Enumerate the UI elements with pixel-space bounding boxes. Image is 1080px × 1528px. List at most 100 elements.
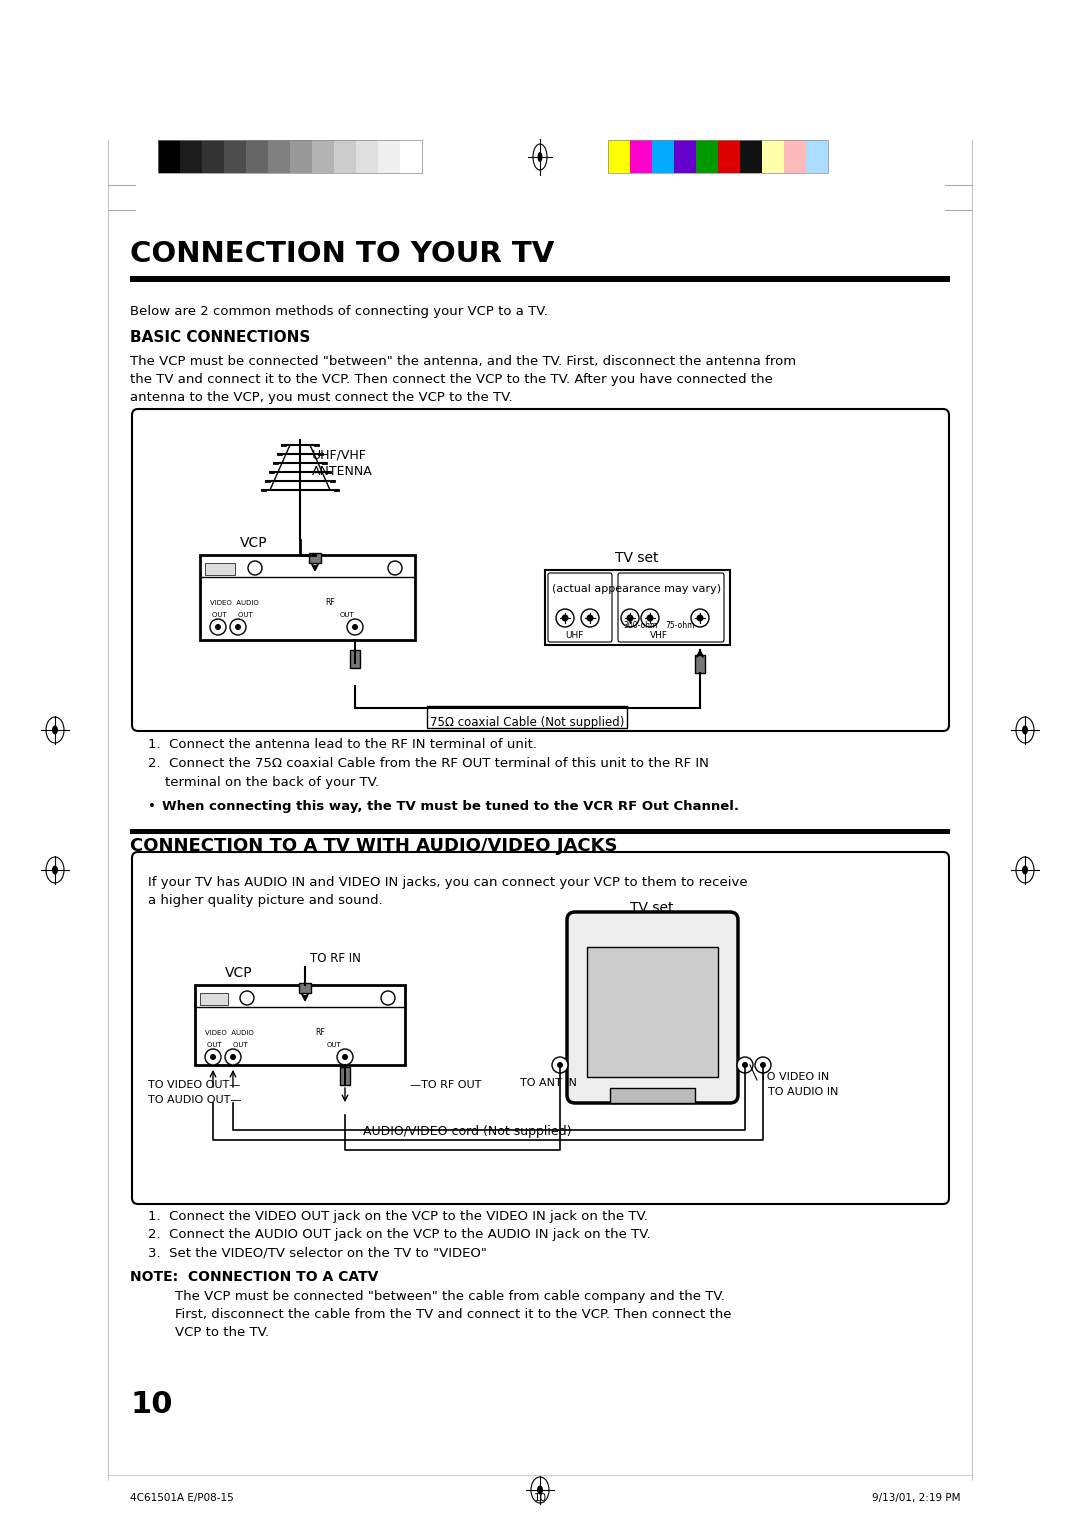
Text: 10: 10 — [534, 1493, 546, 1504]
Circle shape — [556, 610, 573, 626]
Text: 2.  Connect the AUDIO OUT jack on the VCP to the AUDIO IN jack on the TV.: 2. Connect the AUDIO OUT jack on the VCP… — [148, 1229, 651, 1241]
Text: OUT: OUT — [327, 1042, 341, 1048]
Text: RF: RF — [325, 597, 335, 607]
Ellipse shape — [52, 865, 58, 874]
Circle shape — [248, 561, 262, 575]
Bar — [588, 947, 718, 1077]
Bar — [762, 141, 784, 173]
Bar — [718, 141, 740, 173]
Bar — [356, 141, 378, 173]
Text: BASIC CONNECTIONS: BASIC CONNECTIONS — [130, 330, 310, 345]
Bar — [224, 141, 246, 173]
Circle shape — [642, 610, 659, 626]
Text: TV set: TV set — [616, 552, 659, 565]
FancyBboxPatch shape — [567, 912, 738, 1103]
Text: The VCP must be connected "between" the antenna, and the TV. First, disconnect t: The VCP must be connected "between" the … — [130, 354, 796, 368]
Text: CONNECTION TO A TV WITH AUDIO/VIDEO JACKS: CONNECTION TO A TV WITH AUDIO/VIDEO JACK… — [130, 837, 618, 856]
Text: terminal on the back of your TV.: terminal on the back of your TV. — [165, 776, 379, 788]
Text: 10: 10 — [130, 1390, 173, 1420]
Ellipse shape — [1022, 726, 1028, 735]
Text: TO AUDIO OUT—: TO AUDIO OUT— — [148, 1096, 242, 1105]
Bar — [200, 555, 415, 640]
Text: 300-ohm: 300-ohm — [623, 620, 658, 630]
Text: TV set: TV set — [631, 902, 674, 915]
Text: •: • — [148, 801, 164, 813]
Bar — [608, 141, 828, 173]
Text: the TV and connect it to the VCP. Then connect the VCP to the TV. After you have: the TV and connect it to the VCP. Then c… — [130, 373, 773, 387]
Bar — [350, 649, 360, 668]
Bar — [200, 993, 228, 1005]
Text: AUDIO/VIDEO cord (Not supplied): AUDIO/VIDEO cord (Not supplied) — [363, 1125, 571, 1138]
Bar — [696, 656, 705, 672]
Text: 1.  Connect the VIDEO OUT jack on the VCP to the VIDEO IN jack on the TV.: 1. Connect the VIDEO OUT jack on the VCP… — [148, 1210, 648, 1222]
Circle shape — [230, 619, 246, 636]
Bar — [806, 141, 828, 173]
Circle shape — [626, 614, 634, 622]
Ellipse shape — [1022, 865, 1028, 874]
Bar — [545, 570, 730, 645]
Circle shape — [621, 610, 639, 626]
Bar — [158, 141, 180, 173]
Ellipse shape — [537, 1485, 543, 1494]
Circle shape — [210, 1054, 216, 1060]
Text: (actual appearance may vary): (actual appearance may vary) — [553, 584, 721, 594]
FancyBboxPatch shape — [132, 410, 949, 730]
Bar — [608, 141, 630, 173]
Bar — [630, 141, 652, 173]
Text: UHF/VHF
ANTENNA: UHF/VHF ANTENNA — [312, 448, 373, 478]
Text: TO VIDEO OUT—: TO VIDEO OUT— — [148, 1080, 241, 1089]
Circle shape — [562, 614, 568, 622]
Bar — [610, 1088, 696, 1103]
Text: VHF: VHF — [650, 631, 669, 640]
Text: 1.  Connect the antenna lead to the RF IN terminal of unit.: 1. Connect the antenna lead to the RF IN… — [148, 738, 537, 750]
Text: antenna to the VCP, you must connect the VCP to the TV.: antenna to the VCP, you must connect the… — [130, 391, 513, 403]
Text: 9/13/01, 2:19 PM: 9/13/01, 2:19 PM — [872, 1493, 960, 1504]
Bar — [202, 141, 224, 173]
Bar — [652, 141, 674, 173]
Ellipse shape — [52, 726, 58, 735]
Bar — [674, 141, 696, 173]
Text: First, disconnect the cable from the TV and connect it to the VCP. Then connect : First, disconnect the cable from the TV … — [175, 1308, 731, 1322]
Bar — [180, 141, 202, 173]
Ellipse shape — [538, 151, 542, 162]
Bar — [246, 141, 268, 173]
Bar — [205, 562, 235, 575]
Circle shape — [586, 614, 594, 622]
Text: VCP to the TV.: VCP to the TV. — [175, 1326, 269, 1339]
Text: 3.  Set the VIDEO/TV selector on the TV to "VIDEO": 3. Set the VIDEO/TV selector on the TV t… — [148, 1245, 487, 1259]
Bar — [334, 141, 356, 173]
Bar — [784, 141, 806, 173]
Bar — [740, 141, 762, 173]
Text: The VCP must be connected "between" the cable from cable company and the TV.: The VCP must be connected "between" the … — [175, 1290, 725, 1303]
Text: 75-ohm: 75-ohm — [665, 620, 694, 630]
Circle shape — [210, 619, 226, 636]
Circle shape — [737, 1057, 753, 1073]
Circle shape — [347, 619, 363, 636]
Bar — [427, 706, 627, 727]
FancyBboxPatch shape — [548, 573, 612, 642]
Text: —TO RF OUT: —TO RF OUT — [410, 1080, 482, 1089]
Circle shape — [205, 1050, 221, 1065]
Bar — [400, 141, 422, 173]
Text: OUT     OUT: OUT OUT — [212, 613, 253, 617]
Circle shape — [342, 1054, 348, 1060]
Bar — [378, 141, 400, 173]
Text: VIDEO  AUDIO: VIDEO AUDIO — [205, 1030, 254, 1036]
Text: TO ANT IN: TO ANT IN — [519, 1077, 577, 1088]
Bar — [158, 141, 422, 173]
Circle shape — [215, 623, 221, 630]
Bar — [312, 141, 334, 173]
Text: RF: RF — [315, 1028, 325, 1038]
Text: 75Ω coaxial Cable (Not supplied): 75Ω coaxial Cable (Not supplied) — [430, 717, 624, 729]
Circle shape — [552, 1057, 568, 1073]
Circle shape — [557, 1062, 563, 1068]
Circle shape — [240, 992, 254, 1005]
Circle shape — [230, 1054, 237, 1060]
Text: VIDEO  AUDIO: VIDEO AUDIO — [210, 601, 259, 607]
Circle shape — [697, 614, 703, 622]
Text: Below are 2 common methods of connecting your VCP to a TV.: Below are 2 common methods of connecting… — [130, 306, 548, 318]
Text: TO AUDIO IN: TO AUDIO IN — [768, 1086, 838, 1097]
Text: OUT: OUT — [340, 613, 354, 617]
Text: 4C61501A E/P08-15: 4C61501A E/P08-15 — [130, 1493, 233, 1504]
Text: TO VIDEO IN: TO VIDEO IN — [760, 1073, 829, 1082]
